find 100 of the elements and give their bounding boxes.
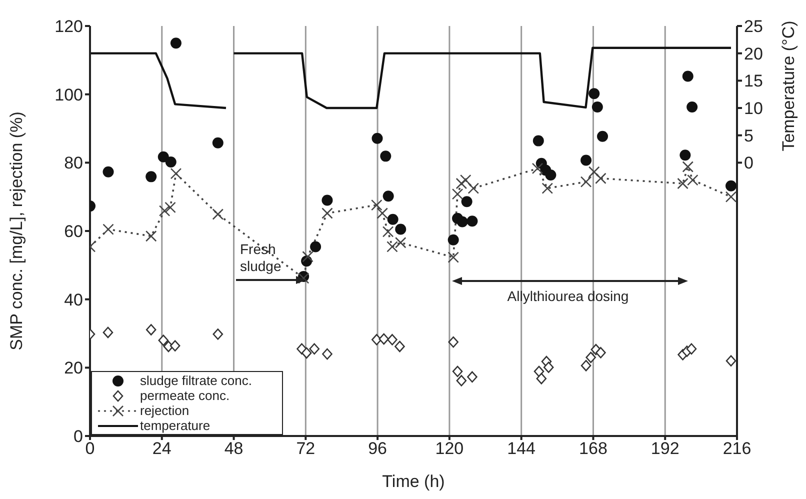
legend-label: sludge filtrate conc. (140, 373, 252, 388)
x-tick-label: 168 (579, 439, 608, 458)
point (165, 156, 176, 168)
point (322, 208, 333, 219)
point (588, 88, 600, 100)
point (687, 174, 698, 186)
point (534, 366, 544, 378)
x-tick-label: 120 (435, 439, 464, 458)
x-tick-label: 216 (722, 439, 752, 458)
point (686, 101, 698, 112)
point (677, 178, 688, 190)
y-tick-label: 40 (64, 290, 83, 310)
point (596, 346, 606, 358)
point (372, 334, 382, 346)
x-tick-label: 0 (85, 439, 95, 458)
x-tick-label: 192 (650, 439, 680, 458)
legend-label: temperature (140, 418, 210, 433)
point (158, 334, 169, 346)
point (452, 188, 464, 200)
point (682, 161, 694, 172)
point (448, 252, 459, 263)
point (586, 352, 596, 364)
point (371, 199, 382, 211)
point (726, 180, 737, 192)
point (542, 182, 554, 194)
point (212, 137, 224, 148)
point (456, 178, 468, 190)
point (452, 366, 463, 378)
annotation: Fresh sludge (240, 241, 282, 274)
point (726, 355, 736, 366)
point (322, 348, 332, 360)
point (145, 230, 157, 242)
point (380, 150, 392, 162)
point (164, 202, 176, 214)
point (310, 241, 322, 252)
point (376, 208, 388, 219)
point (394, 340, 405, 352)
point (467, 371, 478, 383)
point (309, 343, 320, 355)
x-tick-label: 72 (296, 439, 316, 458)
point (382, 190, 394, 202)
point (466, 216, 478, 227)
point (382, 226, 394, 238)
point (302, 250, 314, 262)
point (395, 224, 406, 235)
point (456, 216, 468, 228)
point (170, 340, 180, 352)
point (448, 234, 459, 246)
point (468, 182, 480, 194)
point (595, 172, 606, 184)
point (580, 154, 592, 166)
point (387, 214, 398, 225)
point (102, 326, 114, 338)
y2-tick-label: 20 (744, 44, 763, 64)
point (580, 176, 592, 188)
y-tick-label: 100 (54, 85, 83, 104)
point (580, 360, 592, 372)
point (592, 101, 603, 112)
point (725, 191, 737, 202)
x-axis-title: Time (h) (382, 472, 445, 491)
y2-tick-label: 15 (744, 72, 763, 91)
point (387, 334, 398, 346)
x-tick-label: 144 (507, 439, 536, 458)
x-tick-label: 96 (368, 439, 388, 458)
y-tick-label: 80 (64, 154, 83, 173)
point (146, 171, 157, 182)
legend-label: permeate conc. (140, 388, 230, 403)
point (322, 194, 333, 206)
y-tick-label: 0 (74, 427, 83, 446)
point (378, 333, 389, 345)
y2-tick-label: 10 (744, 99, 763, 118)
annotation: Allylthiourea dosing (507, 288, 629, 304)
point (543, 362, 554, 373)
legend-label: rejection (140, 403, 190, 418)
point (212, 208, 224, 220)
y-axis-title: SMP conc. [mg/L], rejection (%) (7, 112, 26, 350)
point (448, 336, 458, 348)
point (386, 241, 398, 252)
point (461, 196, 472, 208)
point (158, 205, 170, 216)
point (682, 70, 694, 82)
y2-axis-title: Temperature (°C) (779, 20, 798, 152)
point (588, 166, 600, 178)
y2-tick-label: 25 (744, 17, 763, 36)
y-tick-label: 20 (64, 358, 83, 378)
point (456, 375, 467, 386)
point (532, 135, 544, 146)
point (597, 130, 608, 142)
point (372, 132, 383, 144)
point (532, 162, 544, 174)
point (102, 166, 114, 178)
x-tick-label: 48 (224, 439, 244, 458)
point (686, 343, 697, 355)
point (301, 347, 312, 359)
point (212, 328, 224, 340)
y-tick-label: 60 (64, 222, 83, 242)
point (170, 38, 182, 49)
y2-tick-label: 5 (744, 126, 754, 146)
point (460, 174, 472, 186)
point (158, 151, 169, 162)
